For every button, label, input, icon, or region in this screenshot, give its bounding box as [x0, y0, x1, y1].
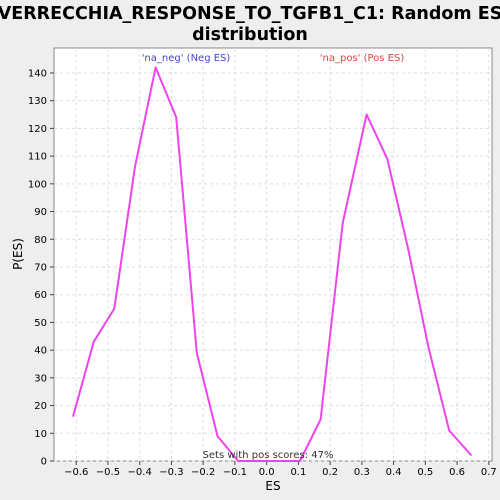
neg-es-annotation: 'na_neg' (Neg ES)	[142, 53, 231, 64]
y-tick-label: 20	[34, 401, 47, 412]
pos-es-annotation: 'na_pos' (Pos ES)	[320, 53, 405, 64]
y-tick-label: 130	[28, 96, 47, 107]
x-tick-label: 0.5	[417, 467, 433, 478]
x-tick-label: 0.6	[449, 467, 465, 478]
y-tick-label: 50	[34, 318, 47, 329]
y-tick-label: 120	[28, 124, 47, 135]
pos-scores-footnote: Sets with pos scores: 47%	[203, 450, 334, 461]
es-density-line	[72, 66, 473, 462]
y-tick-label: 0	[41, 457, 47, 468]
x-tick-label: −0.1	[223, 467, 247, 478]
chart-title-line2: distribution	[192, 25, 308, 45]
x-tick-label: 0.1	[290, 467, 306, 478]
x-tick-label: −0.5	[96, 467, 120, 478]
x-tick-label: 0.4	[386, 467, 402, 478]
x-tick-label: 0.0	[259, 467, 275, 478]
y-tick-label: 140	[28, 68, 47, 79]
y-tick-label: 10	[34, 429, 47, 440]
x-tick-label: −0.2	[191, 467, 215, 478]
x-tick-label: 0.7	[481, 467, 497, 478]
y-tick-label: 40	[34, 346, 47, 357]
x-tick-label: −0.3	[159, 467, 183, 478]
chart-title-line1: VERRECCHIA_RESPONSE_TO_TGFB1_C1: Random …	[0, 4, 500, 24]
x-tick-label: 0.3	[354, 467, 370, 478]
y-axis-label: P(ES)	[11, 238, 25, 270]
plot-area	[53, 47, 493, 462]
y-tick-label: 100	[28, 179, 47, 190]
x-tick-label: −0.4	[128, 467, 152, 478]
y-tick-label: 60	[34, 290, 47, 301]
axis-ticks: −0.6 −0.5 −0.4 −0.3 −0.2 −0.1 0.0 0.1 0.2 0.3 0.4 0…	[28, 68, 497, 478]
y-tick-label: 80	[34, 235, 47, 246]
x-tick-label: 0.2	[322, 467, 338, 478]
y-tick-label: 30	[34, 373, 47, 384]
y-tick-label: 90	[34, 207, 47, 218]
x-axis-label: ES	[265, 479, 280, 493]
grid-lines	[54, 48, 492, 462]
y-tick-label: 110	[28, 152, 47, 163]
series-layer	[72, 66, 473, 462]
x-tick-label: −0.6	[64, 467, 88, 478]
y-tick-label: 70	[34, 262, 47, 273]
